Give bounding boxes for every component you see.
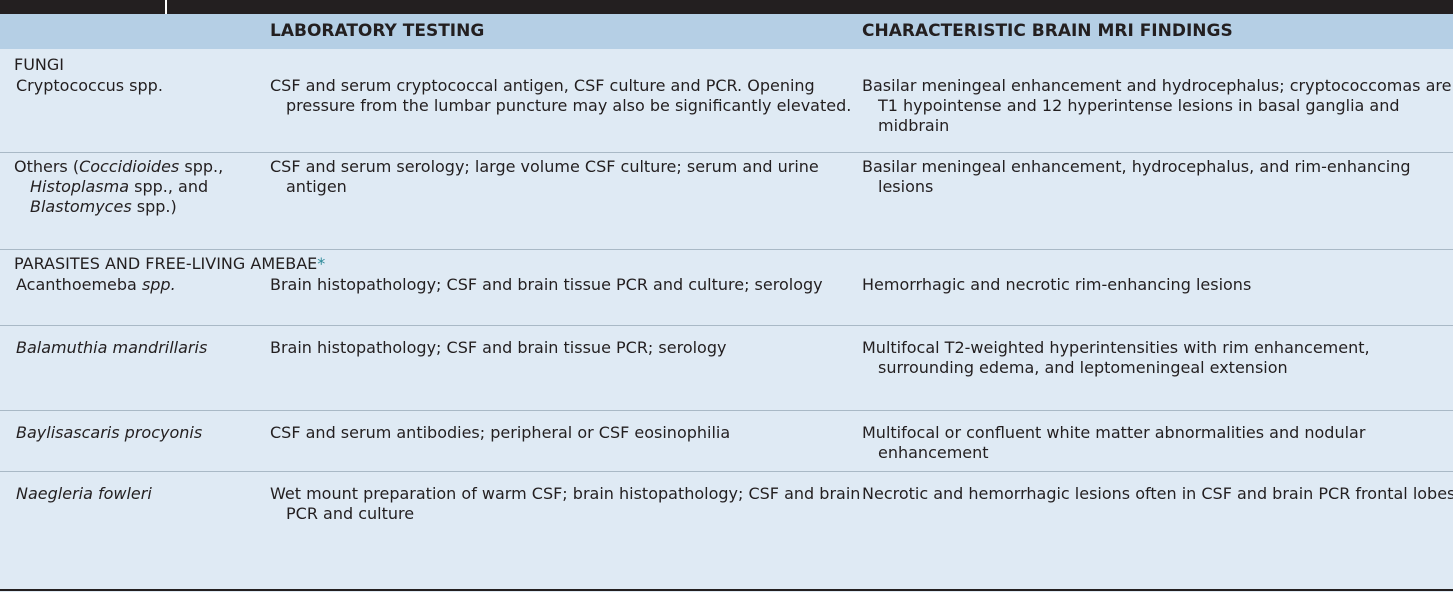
footnote-marker: * bbox=[317, 254, 326, 273]
top-rule-divider bbox=[165, 0, 167, 14]
organism-text: spp., bbox=[179, 157, 224, 176]
organism-text: spp., and bbox=[129, 177, 209, 196]
table-row: Balamuthia mandrillaris Brain histopatho… bbox=[0, 326, 1453, 411]
mri-cell: Necrotic and hemorrhagic lesions often i… bbox=[862, 484, 1453, 503]
organism-cell: Naegleria fowleri bbox=[16, 484, 152, 503]
lab-cell: CSF and serum cryptococcal antigen, CSF … bbox=[270, 76, 852, 115]
section-label-parasites: PARASITES AND FREE-LIVING AMEBAE bbox=[14, 254, 318, 273]
lab-cell: Brain histopathology; CSF and brain tiss… bbox=[270, 275, 823, 294]
organism-cell: Cryptococcus spp. bbox=[16, 76, 163, 95]
top-rule bbox=[0, 0, 1453, 14]
lab-cell: Wet mount preparation of warm CSF; brain… bbox=[270, 484, 861, 523]
table-row: Baylisascaris procyonis CSF and serum an… bbox=[0, 411, 1453, 472]
lab-cell: CSF and serum serology; large volume CSF… bbox=[270, 157, 819, 196]
table-row: Acanthoemeba spp. Brain histopathology; … bbox=[0, 275, 1453, 326]
mri-cell: Basilar meningeal enhancement, hydroceph… bbox=[862, 157, 1411, 196]
lab-cell: Brain histopathology; CSF and brain tiss… bbox=[270, 338, 727, 357]
mri-cell: Hemorrhagic and necrotic rim-enhancing l… bbox=[862, 275, 1252, 294]
table-row: Cryptococcus spp. CSF and serum cryptoco… bbox=[0, 76, 1453, 153]
lab-cell: CSF and serum antibodies; peripheral or … bbox=[270, 423, 731, 442]
table-row: Naegleria fowleri Wet mount preparation … bbox=[0, 472, 1453, 536]
organism-cell: Balamuthia mandrillaris bbox=[16, 338, 208, 357]
section-heading-parasites: PARASITES AND FREE-LIVING AMEBAE* bbox=[0, 253, 1453, 275]
data-table: FUNGI Cryptococcus spp. CSF and serum cr… bbox=[0, 49, 1453, 536]
table-row: Others (Coccidioides spp., Histoplasma s… bbox=[0, 153, 1453, 250]
organism-genus: Histoplasma bbox=[30, 177, 130, 196]
bottom-rule bbox=[0, 589, 1453, 591]
header-mri-findings: CHARACTERISTIC BRAIN MRI FINDINGS bbox=[862, 21, 1233, 41]
organism-text: Acanthoemeba bbox=[16, 275, 142, 294]
organism-text: Others ( bbox=[14, 157, 80, 176]
organism-cell: Baylisascaris procyonis bbox=[16, 423, 203, 442]
header-laboratory-testing: LABORATORY TESTING bbox=[270, 21, 485, 41]
section-heading-fungi: FUNGI bbox=[0, 54, 1453, 76]
organism-genus: Coccidioides bbox=[79, 157, 180, 176]
section-label-fungi: FUNGI bbox=[14, 55, 64, 74]
organism-spp: spp. bbox=[141, 275, 176, 294]
organism-genus: Blastomyces bbox=[30, 197, 132, 216]
mri-cell: Multifocal or confluent white matter abn… bbox=[862, 423, 1366, 462]
mri-cell: Multifocal T2-weighted hyperintensities … bbox=[862, 338, 1370, 377]
organism-text: spp.) bbox=[131, 197, 177, 216]
mri-cell: Basilar meningeal enhancement and hydroc… bbox=[862, 76, 1452, 135]
organism-cell: Others (Coccidioides spp., Histoplasma s… bbox=[14, 157, 226, 217]
table-header: LABORATORY TESTING CHARACTERISTIC BRAIN … bbox=[0, 14, 1453, 49]
organism-cell: Acanthoemeba spp. bbox=[16, 275, 256, 295]
